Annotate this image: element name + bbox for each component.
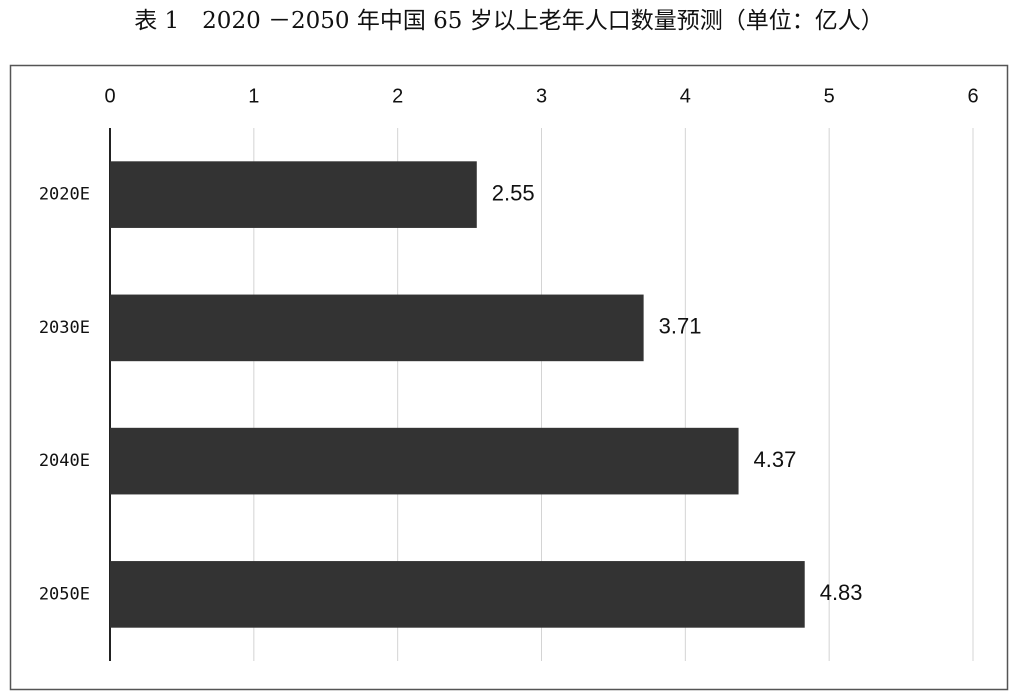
bar: [110, 427, 739, 495]
bar: [110, 294, 644, 362]
y-tick-label: 2020E: [39, 185, 90, 205]
x-tick-label: 5: [824, 85, 835, 107]
x-tick-label: 3: [536, 85, 547, 107]
value-label: 4.83: [820, 580, 863, 605]
x-tick-label: 4: [680, 85, 691, 107]
y-tick-label: 2030E: [39, 318, 90, 338]
x-tick-label: 6: [967, 85, 978, 107]
x-tick-label: 2: [392, 85, 403, 107]
chart-frame: [9, 64, 1009, 691]
bar: [110, 161, 477, 228]
y-tick-label: 2040E: [39, 451, 90, 471]
chart-title: 表 1 2020 －2050 年中国 65 岁以上老年人口数量预测（单位：亿人）: [134, 8, 884, 34]
value-label: 4.37: [754, 447, 797, 472]
value-label: 2.55: [492, 180, 535, 205]
y-tick-label: 2050E: [39, 584, 90, 604]
bar: [110, 561, 805, 628]
x-tick-label: 0: [104, 85, 115, 107]
x-tick-label: 1: [248, 85, 259, 107]
value-label: 3.71: [659, 314, 702, 339]
